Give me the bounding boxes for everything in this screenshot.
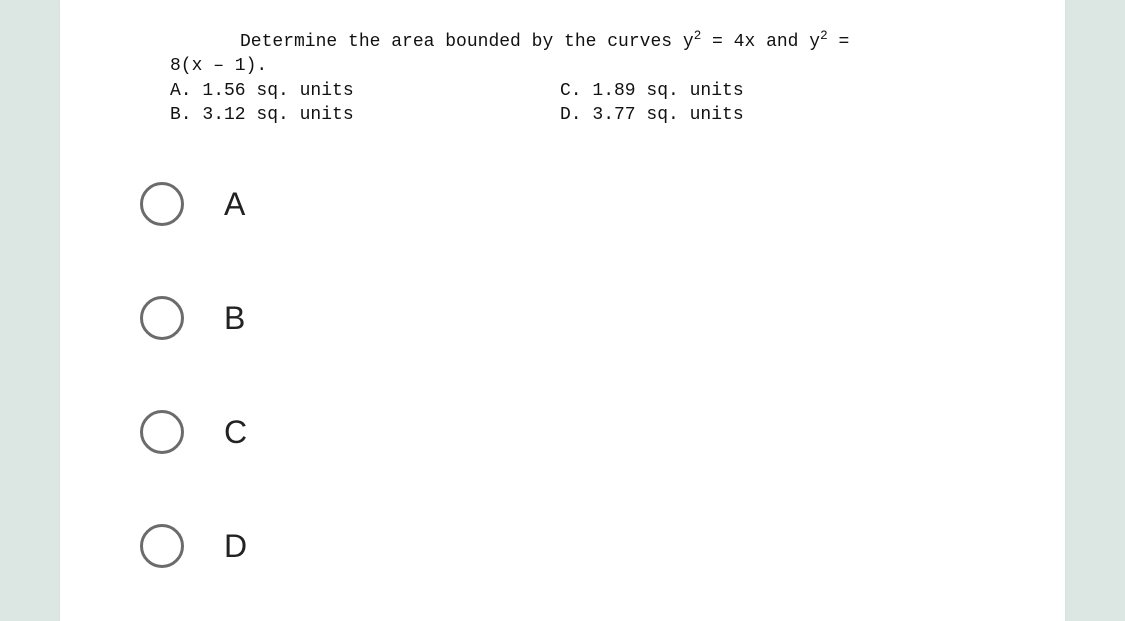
radio-d[interactable] — [140, 524, 184, 568]
radio-a[interactable] — [140, 182, 184, 226]
equation-1: y2 = 4x — [683, 32, 755, 52]
radio-c[interactable] — [140, 410, 184, 454]
answer-choice-a: A. 1.56 sq. units — [170, 79, 430, 103]
option-label-a: A — [224, 186, 245, 223]
question-line-1: Determine the area bounded by the curves… — [240, 30, 1025, 54]
question-prefix: Determine the area bounded by the curves — [240, 32, 683, 52]
equation-2: y2 = — [809, 32, 849, 52]
radio-b[interactable] — [140, 296, 184, 340]
option-row-c[interactable]: C — [140, 410, 1025, 454]
question-card: Determine the area bounded by the curves… — [60, 0, 1065, 621]
options-list: A B C D — [140, 182, 1025, 568]
option-label-b: B — [224, 300, 245, 337]
answer-choice-b: B. 3.12 sq. units — [170, 103, 430, 127]
option-label-d: D — [224, 528, 247, 565]
answer-choice-d: D. 3.77 sq. units — [560, 103, 820, 127]
answer-choices-grid: A. 1.56 sq. units C. 1.89 sq. units B. 3… — [170, 79, 1025, 128]
option-row-d[interactable]: D — [140, 524, 1025, 568]
question-block: Determine the area bounded by the curves… — [170, 30, 1025, 127]
question-mid: and — [755, 32, 809, 52]
option-row-a[interactable]: A — [140, 182, 1025, 226]
option-label-c: C — [224, 414, 247, 451]
question-line-2: 8(x – 1). — [170, 54, 1025, 78]
option-row-b[interactable]: B — [140, 296, 1025, 340]
answer-choice-c: C. 1.89 sq. units — [560, 79, 820, 103]
